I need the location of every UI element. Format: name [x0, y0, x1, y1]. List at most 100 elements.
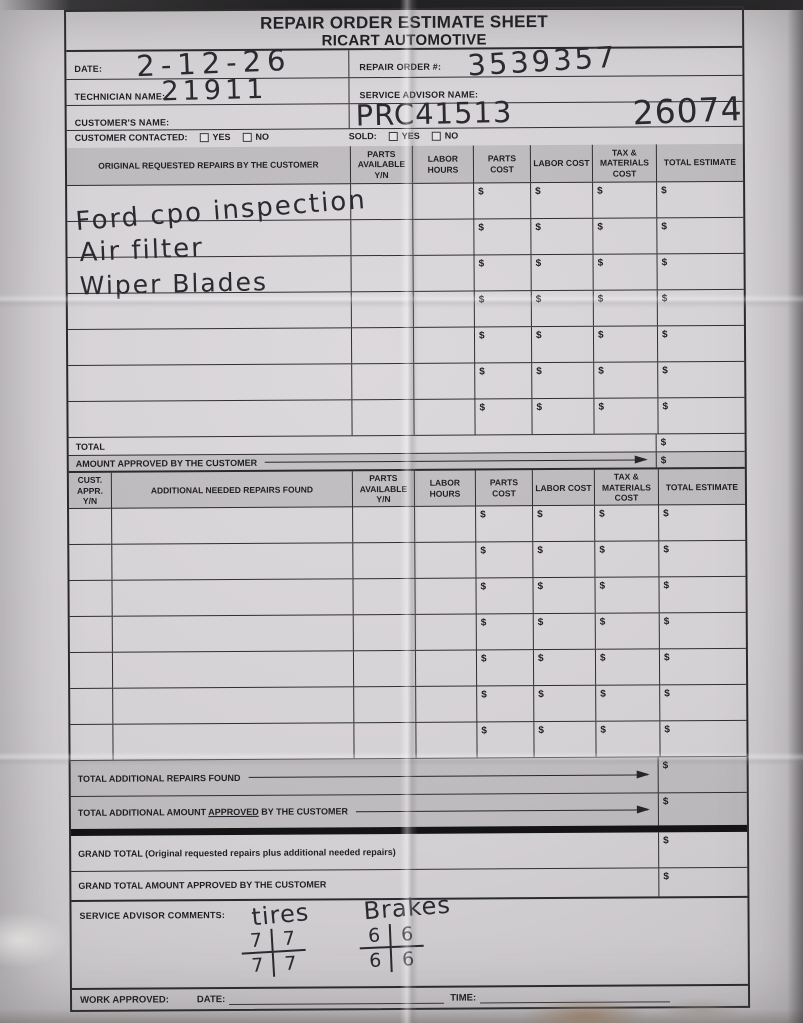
labor-hours-cell: [415, 686, 477, 722]
labor-hours-cell: [415, 722, 477, 758]
total-estimate-cell: $: [658, 576, 746, 613]
parts-available-cell: [350, 327, 414, 364]
labor-cost-cell: $: [532, 505, 595, 542]
dollar-sign: $: [660, 437, 667, 449]
tax-materials-cost-cell: $: [592, 290, 657, 326]
amount-approved-label: AMOUNT APPROVED BY THE CUSTOMER: [75, 457, 258, 469]
right-arrow-icon: [355, 808, 648, 812]
labor-hours-cell: [412, 219, 474, 255]
tax-materials-cost-cell: $: [595, 721, 660, 757]
table-row: $ $ $ $: [68, 361, 745, 402]
dollar-sign: $: [662, 401, 669, 413]
date-signature-line: [229, 991, 445, 1006]
table-row: $ $ $ $: [70, 720, 747, 761]
dollar-sign: $: [536, 366, 542, 378]
dollar-sign: $: [478, 330, 485, 342]
tax-materials-cost-cell: $: [594, 577, 659, 613]
labor-hours-cell: [414, 578, 476, 614]
header-cust-appr: CUST. APPR. Y/N: [76, 474, 103, 507]
header-parts-available: PARTS AVAILABLE Y/N: [351, 470, 415, 508]
dollar-sign: $: [599, 652, 606, 664]
tax-materials-cost-cell: $: [593, 398, 658, 434]
dollar-sign: $: [537, 509, 543, 521]
total-additional-approved-label: TOTAL ADDITIONAL AMOUNT APPROVED BY THE …: [77, 806, 348, 818]
service-advisor-comments-label: SERVICE ADVISOR COMMENTS:: [79, 910, 226, 921]
labor-cost-cell: $: [533, 685, 596, 722]
footer-time-label: TIME:: [450, 992, 477, 1004]
repair-handwritten-text: Air filter: [78, 232, 205, 269]
dollar-sign: $: [597, 293, 604, 305]
customer-contacted-label: CUSTOMER CONTACTED:: [74, 132, 188, 143]
tax-materials-cost-cell: $: [592, 218, 657, 254]
tire-measurement-value: 7: [283, 952, 298, 976]
header-parts-cost: PARTS COST: [474, 470, 533, 507]
dollar-sign: $: [599, 544, 605, 556]
labor-hours-cell: [412, 255, 474, 291]
labor-hours-cell: [414, 614, 476, 650]
parts-cost-cell: $: [473, 327, 532, 363]
dollar-sign: $: [600, 724, 607, 736]
dollar-sign: $: [478, 222, 484, 234]
labor-cost-cell: $: [530, 326, 594, 363]
parts-cost-cell: $: [475, 578, 533, 614]
total-estimate-cell: $: [658, 648, 747, 685]
brake-measurement-value: 6: [401, 948, 415, 971]
dollar-sign: $: [663, 835, 669, 847]
footer-date-label: DATE:: [196, 993, 226, 1005]
labor-cost-cell: $: [531, 398, 594, 435]
dollar-sign: $: [663, 508, 669, 520]
dollar-sign: $: [662, 760, 669, 772]
right-arrow-icon: [265, 459, 646, 463]
dollar-sign: $: [535, 222, 541, 234]
sold-label: SOLD:: [348, 131, 377, 142]
grand-total-row: GRAND TOTAL (Original requested repairs …: [71, 831, 748, 872]
header-total-estimate: TOTAL ESTIMATE: [655, 143, 744, 182]
dollar-sign: $: [599, 508, 605, 520]
repair-description-cell: [68, 400, 351, 437]
brake-measurement-value: 6: [390, 922, 424, 949]
technician-handwritten-value: 21911: [161, 73, 268, 108]
total-amount-cell: $: [655, 433, 745, 452]
dollar-sign: $: [480, 653, 487, 665]
brake-pad-measurement-grid: 6 6 6 6: [358, 922, 425, 974]
labor-hours-cell: [414, 506, 476, 542]
dollar-sign: $: [661, 185, 667, 197]
contacted-no-label: NO: [255, 131, 269, 142]
labor-cost-cell: $: [532, 613, 595, 650]
parts-cost-cell: $: [473, 291, 531, 327]
additional-repair-description-cell: [111, 579, 353, 616]
additional-repair-description-cell: [111, 543, 353, 580]
technician-cell: TECHNICIAN NAME: 21911: [66, 74, 350, 107]
tax-materials-cost-cell: $: [594, 541, 659, 577]
dollar-sign: $: [481, 725, 488, 737]
dollar-sign: $: [538, 725, 545, 737]
amount-approved-cell: $: [655, 451, 745, 468]
table-row: $ $ $ $: [67, 325, 745, 366]
additional-repair-description-cell: [112, 687, 354, 724]
table-row: $ $ $ $: [69, 576, 746, 617]
tax-materials-cost-cell: $: [594, 613, 659, 649]
labor-cost-cell: $: [532, 649, 596, 686]
parts-cost-cell: $: [473, 255, 531, 291]
service-advisor-handwritten-value: PRC41513: [355, 94, 513, 133]
header-tax-materials-cost: TAX & MATERIALS COST: [591, 144, 657, 182]
service-advisor-value-cell: PRC41513 26074: [350, 89, 743, 133]
work-approved-row: WORK APPROVED: DATE: TIME:: [71, 983, 749, 1010]
table-row: $ $ $ $: [70, 684, 747, 725]
repair-description-cell: [68, 364, 351, 401]
header-original-requested-repairs: ORIGINAL REQUESTED REPAIRS BY THE CUSTOM…: [98, 159, 319, 171]
total-additional-repairs-label: TOTAL ADDITIONAL REPAIRS FOUND: [77, 772, 241, 784]
grand-total-approved-label: GRAND TOTAL AMOUNT APPROVED BY THE CUSTO…: [78, 879, 327, 891]
parts-available-cell: [352, 506, 415, 543]
parts-available-cell: [352, 614, 415, 651]
dollar-sign: $: [663, 871, 669, 883]
header-total-estimate: TOTAL ESTIMATE: [657, 468, 746, 506]
cust-appr-cell: [70, 653, 112, 688]
tax-materials-cost-cell: $: [594, 505, 659, 541]
dollar-sign: $: [661, 221, 667, 233]
customer-name-cell: CUSTOMER'S NAME:: [66, 104, 350, 130]
parts-cost-cell: $: [473, 219, 531, 255]
tax-materials-cost-cell: $: [592, 326, 658, 362]
labor-cost-cell: $: [530, 290, 593, 327]
